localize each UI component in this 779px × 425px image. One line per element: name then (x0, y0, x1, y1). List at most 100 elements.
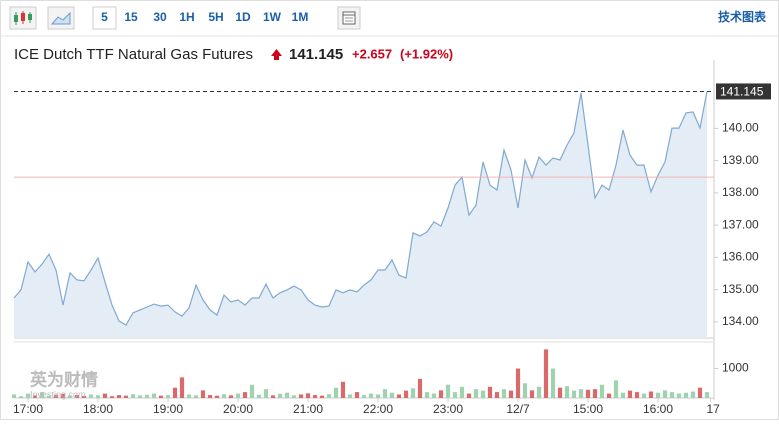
volume-bar (228, 395, 234, 398)
interval-button[interactable]: 5H (208, 10, 223, 24)
volume-bar (270, 395, 276, 398)
volume-bar (571, 390, 577, 398)
volume-bar (690, 391, 696, 398)
interval-button[interactable]: 1W (263, 10, 282, 24)
volume-bar (298, 394, 304, 398)
volume-bar (599, 384, 605, 398)
volume-bar (60, 393, 66, 398)
interval-button[interactable]: 5 (101, 10, 108, 24)
volume-bar (39, 392, 45, 398)
volume-bar (424, 392, 430, 398)
volume-bar (354, 392, 360, 398)
volume-bar (130, 394, 136, 398)
volume-bar (312, 395, 318, 398)
volume-bar (284, 392, 290, 398)
volume-bar (67, 395, 73, 398)
volume-bar (46, 395, 52, 398)
table-icon[interactable] (337, 6, 361, 30)
x-tick-label: 15:00 (573, 402, 603, 416)
volume-bar (508, 390, 514, 398)
volume-bar (431, 393, 437, 398)
last-price-box (716, 83, 771, 100)
volume-bar (333, 387, 339, 398)
volume-bar (193, 395, 199, 398)
technical-chart-link[interactable]: 技术图表 (718, 9, 767, 24)
chart-type-icon[interactable] (9, 6, 37, 30)
volume-bar (592, 389, 598, 398)
volume-bar (494, 392, 500, 398)
volume-bar (361, 395, 367, 398)
interval-button[interactable]: 15 (124, 10, 138, 24)
x-tick-label: 21:00 (293, 402, 323, 416)
volume-bar (368, 393, 374, 398)
y-tick-label: 138.00 (722, 185, 759, 199)
volume-bar (11, 394, 17, 398)
volume-bar (319, 395, 325, 398)
x-tick-label: 18:00 (83, 402, 113, 416)
volume-bar (459, 386, 465, 398)
volume-bar (375, 394, 381, 398)
x-tick-label: 20:00 (223, 402, 253, 416)
volume-bar (186, 394, 192, 398)
y-tick-label: 135.00 (722, 282, 759, 296)
volume-bar (53, 394, 59, 398)
volume-bar (613, 380, 619, 398)
volume-bar (165, 395, 171, 398)
volume-bar (473, 389, 479, 398)
volume-bar (249, 384, 255, 398)
volume-bar (109, 396, 115, 398)
volume-bar (515, 368, 521, 398)
interval-button[interactable]: 1H (179, 10, 194, 24)
volume-bar (648, 391, 654, 398)
volume-bar (172, 387, 178, 398)
volume-bar (326, 394, 332, 398)
interval-buttons: 5 15 30 1H 5H 1D 1W 1M (101, 10, 308, 24)
volume-bar (256, 394, 262, 398)
plot: 141.145 134.00 135.00 136.00 137.00 138.00 139… (11, 60, 771, 416)
volume-bar (417, 378, 423, 398)
volume-bar (620, 392, 626, 398)
interval-button[interactable]: 1D (235, 10, 251, 24)
volume-bar (396, 394, 402, 398)
volume-bar (529, 390, 535, 398)
volume-bar (536, 386, 542, 398)
volume-bar (585, 389, 591, 398)
up-arrow (271, 49, 282, 60)
volume-bar (557, 387, 563, 398)
y-tick-label: 137.00 (722, 217, 759, 231)
volume-bar (123, 395, 129, 398)
selected-interval-box (92, 6, 117, 30)
area-type-icon[interactable] (47, 6, 75, 30)
volume-bar (144, 394, 150, 398)
volume-bar (88, 394, 94, 398)
volume-bar (697, 387, 703, 398)
volume-bar (25, 393, 31, 398)
volume-bar (305, 393, 311, 398)
volume-bar (487, 386, 493, 398)
instrument-title: ICE Dutch TTF Natural Gas Futures (14, 46, 253, 63)
watermark-brand: 英为财情 (30, 369, 98, 389)
volume-bar (501, 389, 507, 398)
x-tick-label: 23:00 (433, 402, 463, 416)
volume-bar (340, 381, 346, 398)
volume-bar (480, 390, 486, 398)
interval-button[interactable]: 1M (292, 10, 309, 24)
volume-bar (389, 392, 395, 398)
price-area (14, 91, 707, 339)
volume-bar (116, 395, 122, 398)
volume-tick-label: 1000 (722, 361, 749, 375)
volume-bar (235, 393, 241, 398)
interval-button[interactable]: 30 (153, 10, 167, 24)
volume-bar (655, 392, 661, 398)
volume-bar (662, 390, 668, 398)
volume-bar (137, 395, 143, 398)
volume-bar (221, 394, 227, 398)
volume-bar (200, 390, 206, 398)
volume-bar (452, 392, 458, 398)
volume-bar (564, 386, 570, 398)
last-price: 141.145 (289, 46, 343, 63)
x-tick-label: 19:00 (153, 402, 183, 416)
volume-bar (277, 393, 283, 398)
volume-bar (578, 389, 584, 398)
